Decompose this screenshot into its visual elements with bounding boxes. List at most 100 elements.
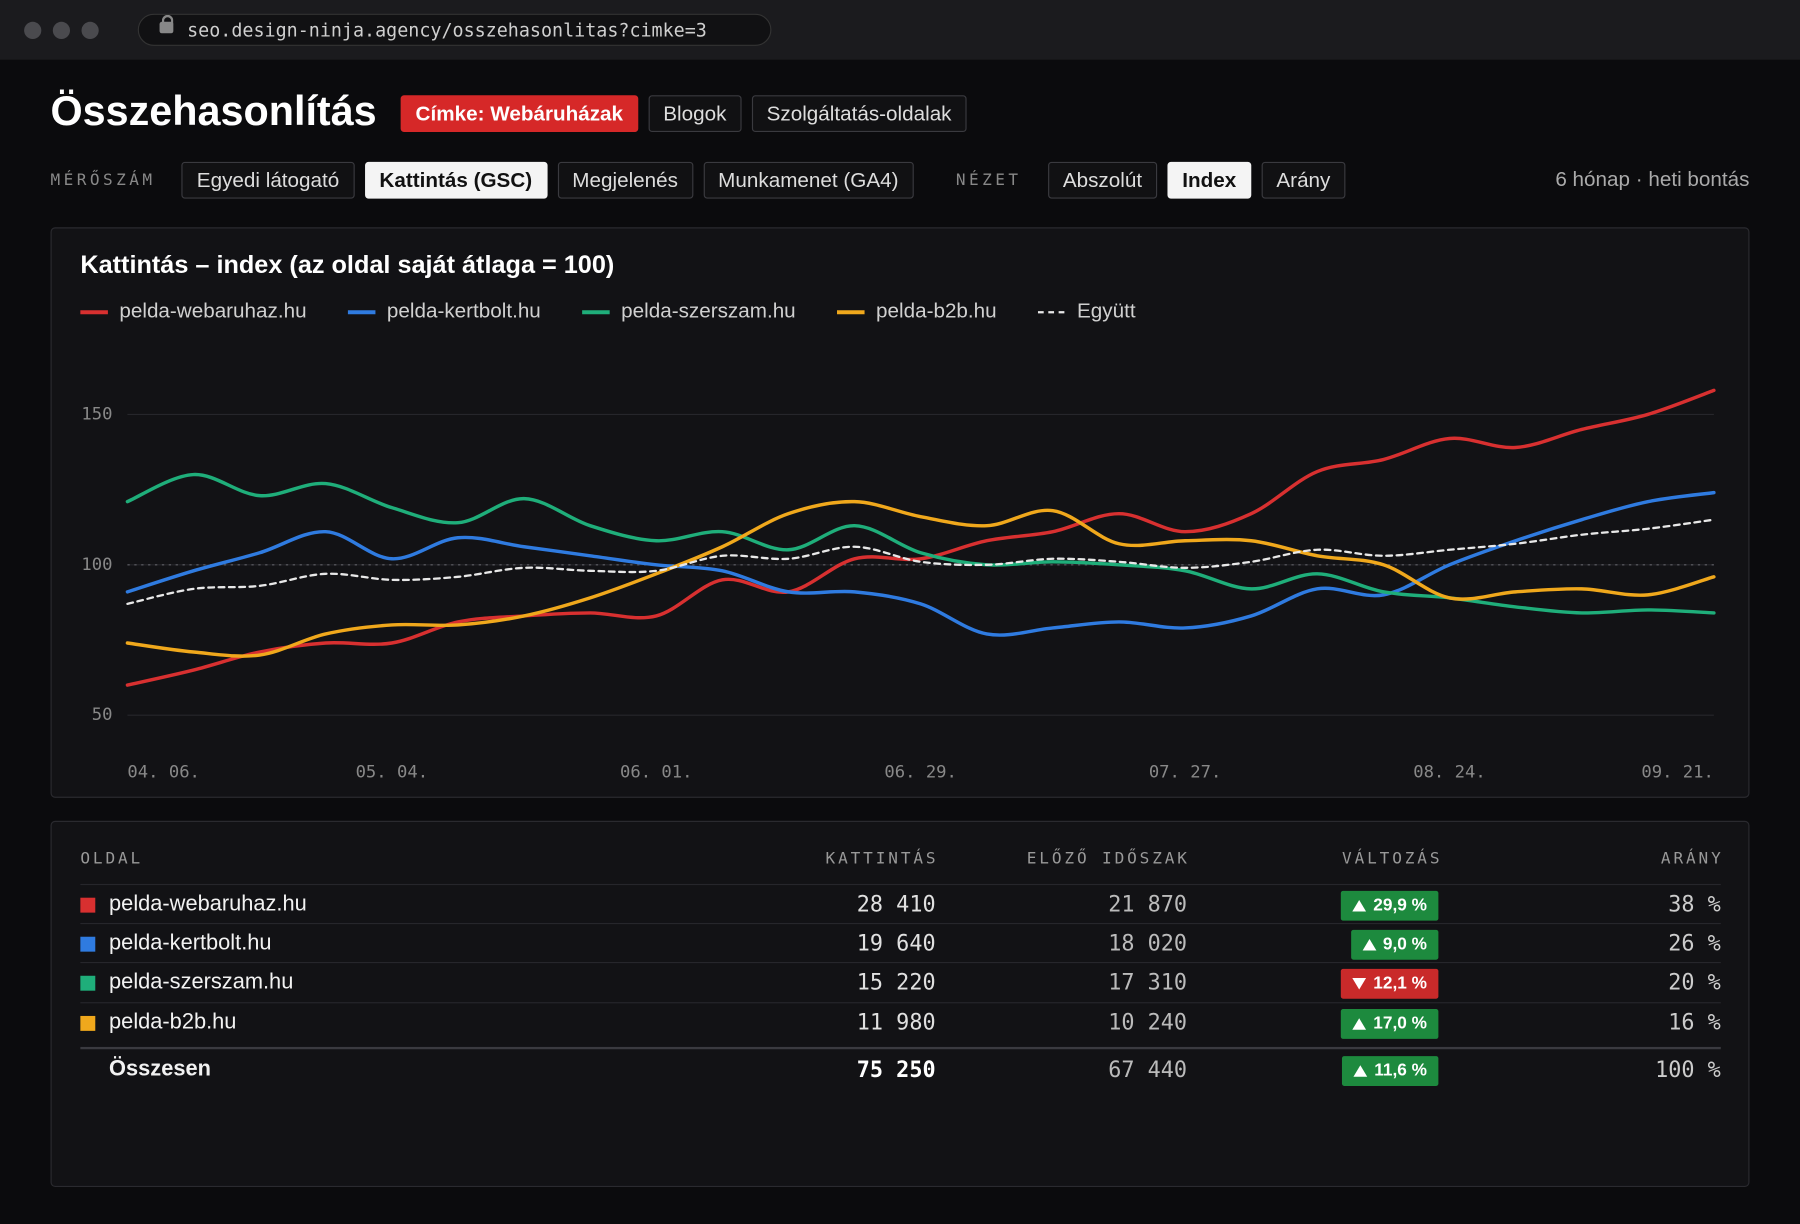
x-tick-label: 06. 29.	[884, 763, 957, 783]
column-header: ARÁNY	[1660, 849, 1724, 868]
color-marker	[80, 936, 96, 952]
y-tick-label: 50	[92, 705, 113, 725]
color-marker	[80, 897, 96, 913]
site-name: pelda-webaruhaz.hu	[109, 891, 307, 917]
change-value: 9,0 %	[1382, 934, 1427, 954]
change-arrow	[1362, 939, 1376, 951]
change-badge: 29,9 %	[1341, 890, 1439, 921]
share: 16 %	[1668, 1010, 1721, 1036]
clicks: 19 640	[856, 930, 936, 957]
table-row: pelda-b2b.hu 11 980 10 240 17,0 % 16 %	[52, 1003, 1749, 1042]
metric-button[interactable]: Megjelenés	[557, 161, 693, 199]
change-arrow	[1352, 978, 1367, 990]
y-tick-label: 100	[81, 555, 112, 575]
window-dot[interactable]	[24, 21, 42, 40]
share: 26 %	[1668, 930, 1721, 957]
series-line	[126, 518, 1716, 606]
page-title: Összehasonlítás	[50, 87, 377, 135]
previous: 18 020	[1108, 930, 1187, 957]
share: 100 %	[1655, 1057, 1721, 1083]
row-divider	[80, 883, 1721, 886]
change-arrow	[1353, 1065, 1368, 1077]
previous: 67 440	[1108, 1057, 1187, 1083]
tag-button[interactable]: Címke: Webáruházak	[400, 95, 638, 133]
clicks: 28 410	[856, 891, 936, 918]
metric-button[interactable]: Kattintás (GSC)	[364, 161, 548, 199]
series-line	[125, 499, 1716, 658]
column-header: VÁLTOZÁS	[1342, 849, 1443, 868]
total-divider	[80, 1046, 1721, 1050]
change-value: 12,1 %	[1373, 973, 1427, 993]
control-label: MÉRŐSZÁM	[50, 171, 156, 190]
table-row: pelda-webaruhaz.hu 28 410 21 870 29,9 % 38 %	[52, 885, 1749, 924]
table-panel: OLDAL KATTINTÁS ELŐZŐ IDŐSZAK VÁLTOZÁS ARÁNY…	[50, 820, 1750, 1187]
x-tick-label: 04. 06.	[127, 763, 200, 783]
y-tick-label: 150	[81, 404, 112, 424]
previous: 10 240	[1108, 1010, 1187, 1036]
metric-button[interactable]: Munkamenet (GA4)	[703, 161, 914, 199]
tag-button[interactable]: Szolgáltatás-oldalak	[751, 95, 967, 133]
previous: 17 310	[1108, 970, 1187, 996]
table-row: pelda-szerszam.hu 15 220 17 310 12,1 % 20 %	[52, 963, 1749, 1002]
clicks: 15 220	[856, 970, 936, 996]
change-badge: 12,1 %	[1341, 968, 1439, 999]
site-name: Összesen	[109, 1057, 211, 1082]
site-name: pelda-szerszam.hu	[109, 970, 294, 995]
change-arrow	[1352, 1018, 1367, 1030]
x-tick-label: 06. 01.	[620, 763, 693, 783]
column-header: KATTINTÁS	[825, 849, 939, 868]
x-tick-label: 07. 27.	[1149, 763, 1222, 783]
share: 20 %	[1668, 970, 1721, 996]
row-divider	[80, 922, 1721, 925]
legend-label: pelda-szerszam.hu	[621, 300, 796, 323]
series-line	[125, 490, 1716, 637]
legend-label: pelda-b2b.hu	[876, 300, 997, 323]
x-tick-label: 05. 04.	[356, 763, 429, 783]
view-button[interactable]: Index	[1167, 161, 1252, 199]
legend-label: pelda-webaruhaz.hu	[119, 300, 306, 323]
site-name: pelda-kertbolt.hu	[109, 930, 272, 956]
table-row: pelda-kertbolt.hu 19 640 18 020 9,0 % 26 %	[52, 924, 1749, 963]
series-line	[125, 388, 1716, 687]
view-button[interactable]: Abszolút	[1047, 161, 1157, 199]
site-name: pelda-b2b.hu	[109, 1010, 237, 1035]
column-header: ELŐZŐ IDŐSZAK	[1026, 849, 1190, 868]
change-value: 29,9 %	[1373, 895, 1427, 915]
legend-label: Együtt	[1077, 300, 1136, 323]
url-bar[interactable]: seo.design-ninja.agency/osszehasonlitas?…	[137, 13, 772, 46]
controls: MÉRŐSZÁM Egyedi látogató Kattintás (GSC) Me…	[50, 161, 1346, 199]
x-tick-label: 09. 21.	[1641, 763, 1714, 783]
control-label: NÉZET	[955, 171, 1022, 190]
row-divider	[80, 1002, 1721, 1004]
clicks: 75 250	[856, 1057, 936, 1083]
tag-button[interactable]: Blogok	[648, 95, 742, 133]
clicks: 11 980	[856, 1010, 936, 1036]
x-tick-label: 08. 24.	[1413, 763, 1486, 783]
change-value: 11,6 %	[1374, 1060, 1427, 1081]
total-row: Összesen 75 250 67 440 11,6 % 100 %	[52, 1050, 1749, 1089]
column-header: OLDAL	[80, 849, 144, 868]
view-button[interactable]: Arány	[1261, 161, 1346, 199]
window-dot[interactable]	[52, 21, 71, 40]
change-badge: 9,0 %	[1350, 929, 1439, 960]
series-line	[125, 472, 1716, 615]
chart: Kattintás – index (az oldal saját átlaga…	[80, 251, 1716, 783]
change-badge: 17,0 %	[1341, 1009, 1439, 1039]
color-marker	[80, 1015, 96, 1031]
change-value: 17,0 %	[1373, 1013, 1427, 1034]
change-badge: 11,6 %	[1342, 1056, 1439, 1086]
metric-button[interactable]: Egyedi látogató	[181, 161, 355, 199]
period-note: 6 hónap · heti bontás	[1555, 167, 1750, 191]
window-dot[interactable]	[81, 21, 99, 40]
change-arrow	[1352, 899, 1367, 912]
chart-title: Kattintás – index (az oldal saját átlaga…	[80, 251, 614, 279]
browser-bar: seo.design-ninja.agency/osszehasonlitas?…	[0, 0, 1800, 60]
url-text: seo.design-ninja.agency/osszehasonlitas?…	[187, 19, 707, 42]
lock-icon	[159, 14, 174, 34]
share: 38 %	[1668, 891, 1721, 918]
row-divider	[80, 961, 1721, 964]
color-marker	[80, 975, 96, 991]
previous: 21 870	[1108, 891, 1187, 918]
tag-filters: Címke: Webáruházak Blogok Szolgáltatás-old…	[400, 95, 967, 133]
